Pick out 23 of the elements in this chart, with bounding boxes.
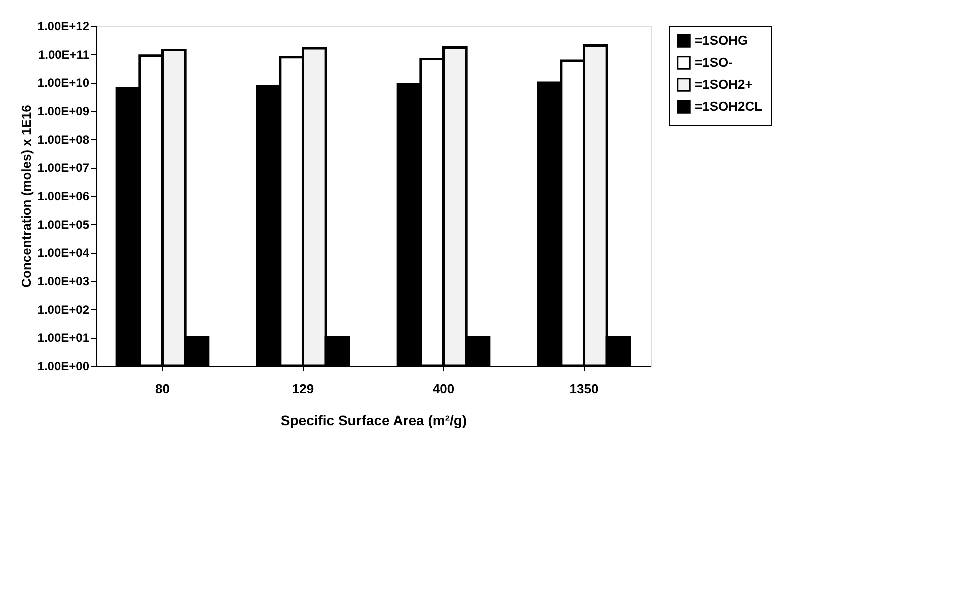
x-tick-label: 1350 [570,382,599,396]
legend-label: =1SOH2CL [695,99,763,114]
y-tick-label: 1.00E+06 [38,190,90,204]
x-tick-label: 80 [156,382,170,396]
y-tick-label: 1.00E+01 [38,331,90,346]
legend-label: =1SOHG [695,33,748,48]
x-tick-label: 129 [292,382,314,396]
y-tick-label: 1.00E+11 [38,48,90,62]
y-tick-label: 1.00E+07 [38,161,90,176]
x-axis-title: Specific Surface Area (m²/g) [280,412,468,428]
y-tick-label: 1.00E+00 [38,360,90,374]
y-tick-label: 1.00E+04 [38,246,90,260]
y-tick-label: 1.00E+12 [38,20,90,34]
y-tick-label: 1.00E+03 [38,274,90,288]
y-tick-label: 1.00E+05 [38,218,90,232]
y-axis-title: Concentration (moles) x 1E16 [18,105,34,288]
y-tick-label: 1.00E+09 [38,104,90,118]
legend-label: =1SOH2+ [695,77,754,92]
y-tick-label: 1.00E+02 [38,302,90,317]
y-tick-label: 1.00E+10 [38,76,90,90]
y-tick-label: 1.00E+08 [38,132,90,147]
x-tick-label: 400 [432,382,455,396]
legend-label: =1SO- [695,55,733,70]
